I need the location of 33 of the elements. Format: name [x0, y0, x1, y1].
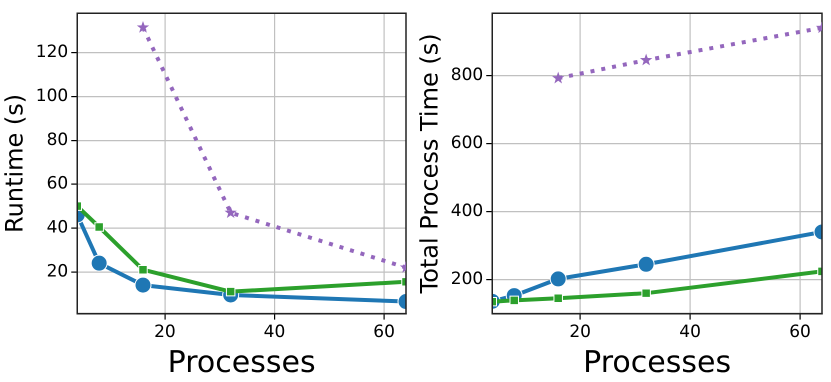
- point: [136, 20, 150, 33]
- y-tick-label: 800: [450, 64, 484, 85]
- point: [94, 222, 104, 232]
- y-tick-label: 120: [36, 42, 68, 62]
- point: [509, 296, 519, 306]
- y-tick-label: 200: [450, 269, 484, 289]
- y-tick-label: 600: [450, 132, 484, 153]
- point: [134, 276, 152, 294]
- y-axis-title: Total Process Time (s): [416, 33, 444, 294]
- y-tick-label: 100: [36, 86, 68, 106]
- point: [224, 206, 237, 218]
- x-tick-label: 60: [789, 322, 811, 342]
- x-tick-label: 40: [679, 322, 701, 342]
- point: [638, 256, 655, 273]
- point: [550, 270, 567, 288]
- point: [640, 54, 652, 66]
- x-axis-title: Processes: [168, 344, 316, 380]
- point: [553, 294, 563, 304]
- y-tick-label: 400: [450, 200, 484, 221]
- y-tick-label: 60: [46, 174, 68, 194]
- y-tick-label: 40: [46, 218, 68, 238]
- x-tick-label: 40: [264, 322, 286, 342]
- x-tick-label: 20: [569, 322, 591, 342]
- point: [641, 288, 651, 298]
- y-tick-label: 80: [46, 130, 68, 150]
- x-axis-title: Processes: [583, 344, 732, 380]
- x-tick-label: 60: [373, 322, 395, 342]
- x-tick-label: 20: [154, 322, 176, 342]
- y-axis-title: Runtime (s): [0, 94, 29, 233]
- point: [90, 254, 108, 272]
- y-tick-label: 20: [46, 261, 68, 282]
- point: [552, 72, 564, 84]
- point: [138, 265, 148, 274]
